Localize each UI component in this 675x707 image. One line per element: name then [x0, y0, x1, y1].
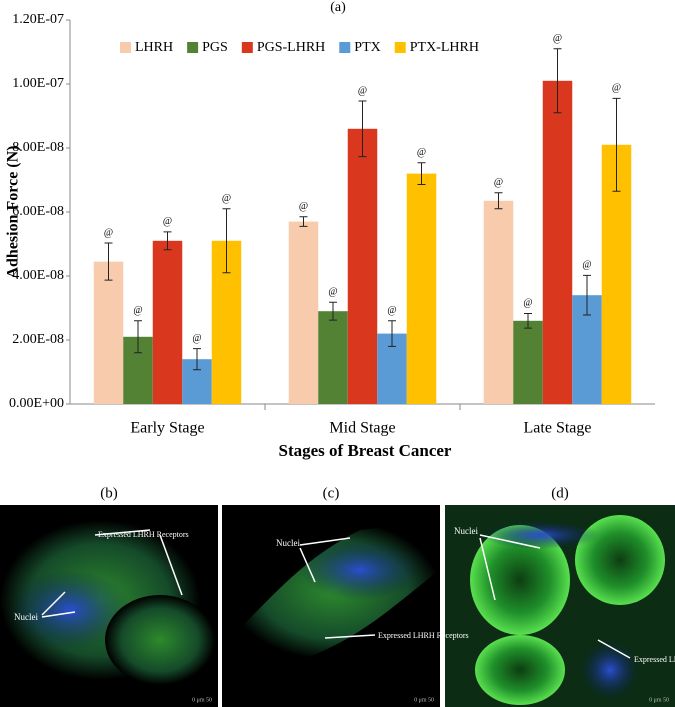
- y-tick-label: 0.00E+00: [9, 396, 64, 411]
- error-bar: [329, 301, 337, 321]
- x-axis-title: Stages of Breast Cancer: [279, 441, 452, 460]
- image-annotation: Expressed LHRH Receptors: [634, 655, 675, 664]
- y-tick-label: 1.20E-07: [12, 12, 64, 27]
- significance-marker: @: [133, 305, 142, 316]
- legend-swatch: [394, 42, 406, 53]
- error-bar: [494, 192, 503, 210]
- error-bar: [388, 320, 396, 347]
- significance-marker: @: [494, 177, 503, 188]
- image-c: [222, 505, 440, 707]
- y-tick-label: 2.00E-08: [12, 332, 64, 347]
- bar: [542, 80, 573, 405]
- error-bar: [553, 48, 562, 114]
- significance-marker: @: [192, 333, 201, 344]
- error-bar: [193, 348, 201, 371]
- image-b: [0, 505, 218, 707]
- legend-label: PTX: [354, 40, 380, 55]
- error-bar: [104, 242, 113, 281]
- error-bar: [134, 320, 142, 354]
- image-annotation: Nuclei: [454, 526, 478, 536]
- x-tick-label: Mid Stage: [329, 420, 395, 437]
- error-bar: [163, 231, 172, 251]
- legend-label: PGS-LHRH: [257, 40, 325, 55]
- bar: [152, 240, 183, 404]
- significance-marker: @: [553, 33, 562, 44]
- y-axis-title: Adhesion Force (N): [5, 145, 22, 278]
- bar: [406, 173, 437, 404]
- error-bar: [524, 312, 532, 329]
- significance-marker: @: [612, 83, 621, 94]
- bar: [347, 128, 378, 405]
- error-bar: [612, 97, 621, 192]
- y-tick-label: 8.00E-08: [12, 140, 64, 155]
- significance-marker: @: [222, 193, 231, 204]
- error-bar: [583, 274, 591, 316]
- image-annotation: Expressed LHRH Receptors: [378, 631, 469, 640]
- significance-marker: @: [104, 227, 113, 238]
- legend-label: PTX-LHRH: [410, 40, 479, 55]
- panel-label: (a): [330, 0, 346, 15]
- legend-label: LHRH: [135, 40, 173, 55]
- bar: [483, 200, 514, 404]
- significance-marker: @: [328, 287, 337, 298]
- significance-marker: @: [582, 260, 591, 271]
- image-annotation: Nuclei: [14, 612, 38, 622]
- image-annotation: Expressed LHRH Receptors: [98, 530, 189, 539]
- y-tick-label: 1.00E-07: [12, 76, 64, 91]
- error-bar: [222, 208, 231, 274]
- bar: [93, 261, 124, 404]
- panel-label: (c): [323, 485, 340, 501]
- scale-bar: 0 μm 50: [192, 697, 212, 703]
- scale-bar: 0 μm 50: [414, 697, 434, 703]
- error-bar: [417, 162, 426, 185]
- image-annotation: Nuclei: [276, 538, 300, 548]
- scale-bar: 0 μm 50: [649, 697, 669, 703]
- y-tick-label: 4.00E-08: [12, 268, 64, 283]
- image-d: [445, 505, 675, 707]
- panel-label: (b): [100, 485, 118, 501]
- error-bar: [358, 100, 367, 158]
- legend-swatch: [339, 42, 351, 53]
- significance-marker: @: [417, 147, 426, 158]
- legend-label: PGS: [202, 40, 228, 55]
- x-tick-label: Early Stage: [130, 420, 204, 437]
- significance-marker: @: [523, 298, 532, 309]
- bar: [288, 221, 319, 404]
- significance-marker: @: [387, 305, 396, 316]
- significance-marker: @: [299, 201, 308, 212]
- legend-swatch: [120, 42, 131, 53]
- y-tick-label: 6.00E-08: [12, 204, 64, 219]
- bar: [513, 320, 543, 404]
- legend-swatch: [241, 42, 253, 53]
- significance-marker: @: [163, 216, 172, 227]
- bar: [318, 311, 348, 404]
- arrows: [41, 529, 631, 659]
- legend-swatch: [187, 42, 199, 53]
- error-bar: [299, 216, 308, 227]
- significance-marker: @: [358, 85, 367, 96]
- panel-label: (d): [551, 485, 569, 501]
- x-tick-label: Late Stage: [524, 420, 592, 437]
